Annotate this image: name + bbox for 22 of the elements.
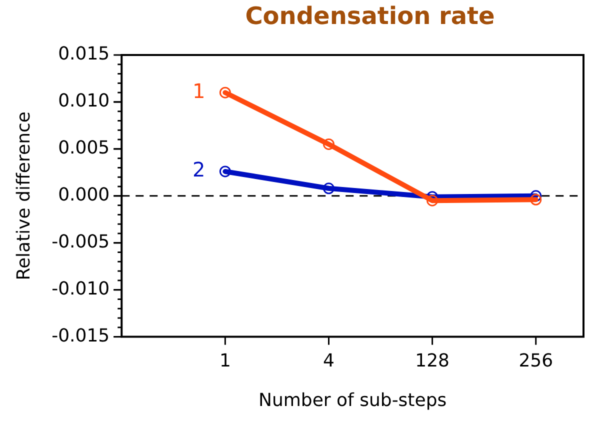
y-axis-title: Relative difference [13, 112, 34, 280]
y-tick-label: 0.010 [58, 90, 110, 112]
point [322, 138, 334, 150]
point [530, 194, 542, 206]
x-axis-title: Number of sub-steps [258, 390, 447, 411]
point [426, 194, 438, 206]
x-tick-label: 4 [323, 350, 334, 372]
x-tick-label: 128 [415, 350, 450, 372]
point [219, 86, 231, 98]
x-tick-label: 256 [518, 350, 554, 372]
series-label: 1 [192, 78, 206, 103]
x-tick-label: 1 [219, 350, 231, 372]
chart-title: Condensation rate [244, 2, 496, 30]
y-tick-label: -0.010 [52, 278, 110, 300]
y-tick-label: 0.000 [58, 184, 110, 206]
y-tick-label: 0.005 [58, 138, 110, 159]
y-tick-label: -0.005 [52, 232, 110, 253]
point [322, 182, 334, 194]
series-label: 2 [192, 158, 206, 182]
y-tick-label: 0.015 [58, 44, 110, 65]
point [219, 166, 231, 178]
y-tick-label: -0.015 [52, 325, 110, 346]
